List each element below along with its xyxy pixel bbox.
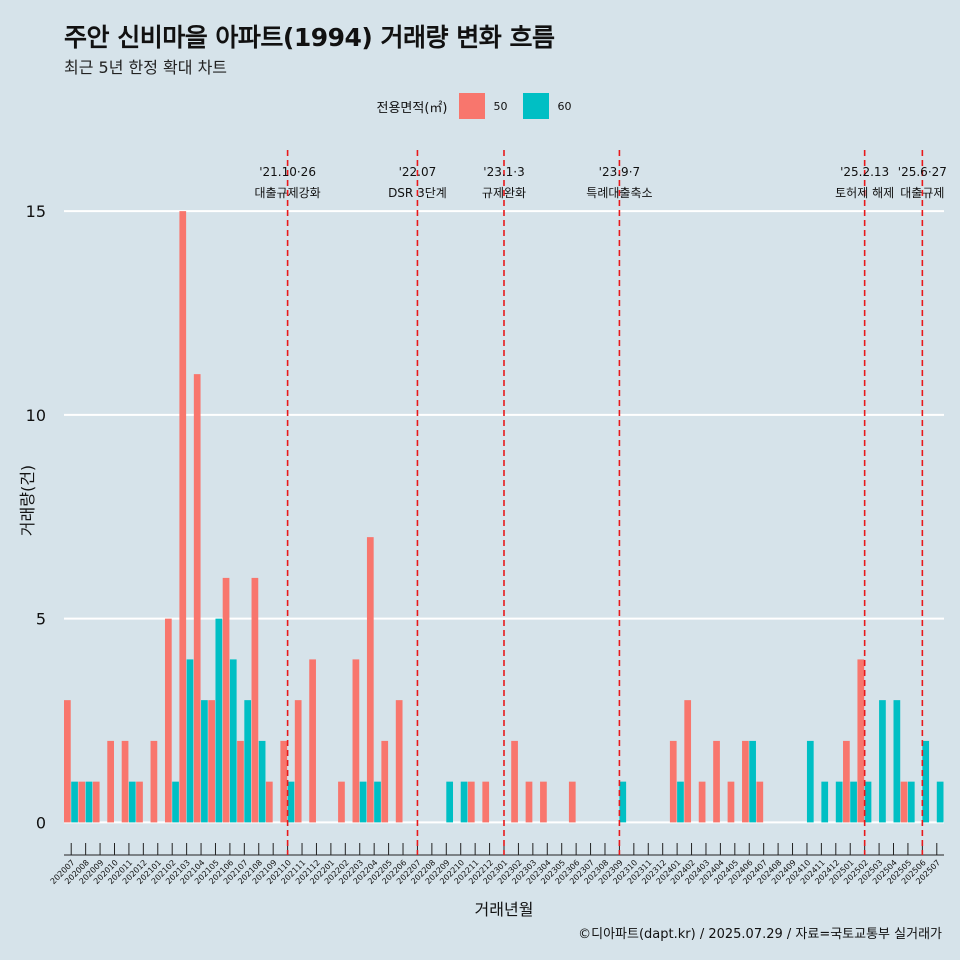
bar-60-202506 bbox=[922, 740, 930, 823]
y-tick-label-10: 10 bbox=[26, 406, 46, 425]
event-label-1: DSR 3단계 bbox=[388, 186, 447, 200]
bar-50-202402 bbox=[684, 700, 692, 823]
bar-50-202205 bbox=[381, 740, 389, 823]
event-label-0: 대출규제강화 bbox=[254, 186, 320, 200]
bar-50-202111 bbox=[294, 700, 302, 823]
bar-50-202203 bbox=[352, 659, 360, 823]
legend-label-50: 50 bbox=[493, 99, 508, 113]
bar-60-202309 bbox=[619, 781, 627, 823]
x-axis-title: 거래년월 bbox=[475, 900, 534, 919]
bar-60-202102 bbox=[172, 781, 179, 823]
y-tick-label-15: 15 bbox=[26, 202, 46, 221]
event-label-3: 특례대출축소 bbox=[586, 186, 652, 200]
bar-50-202505 bbox=[900, 781, 908, 823]
legend-swatch-50 bbox=[459, 93, 486, 119]
bar-60-202008 bbox=[85, 781, 93, 823]
bar-50-202009 bbox=[92, 781, 100, 823]
bar-50-202302 bbox=[511, 740, 518, 823]
bar-60-202110 bbox=[287, 781, 295, 823]
bar-50-202206 bbox=[395, 700, 403, 823]
bar-60-202011 bbox=[128, 781, 136, 823]
bar-50-202108 bbox=[251, 577, 259, 823]
bar-50-202501 bbox=[843, 740, 850, 823]
bar-60-202007 bbox=[71, 781, 78, 823]
bar-50-202211 bbox=[467, 781, 475, 823]
legend-swatch-60 bbox=[523, 93, 550, 119]
event-date-1: '22.07 bbox=[399, 165, 437, 179]
bar-50-202405 bbox=[727, 781, 735, 823]
bar-60-202502 bbox=[864, 781, 872, 823]
bar-60-202106 bbox=[229, 659, 237, 823]
event-date-5: '25.6·27 bbox=[898, 165, 947, 179]
bar-60-202503 bbox=[879, 700, 886, 823]
bar-60-202203 bbox=[359, 781, 367, 823]
bar-60-202501 bbox=[850, 781, 857, 823]
bar-50-202204 bbox=[366, 537, 374, 823]
bar-50-202403 bbox=[698, 781, 706, 823]
bar-50-202202 bbox=[338, 781, 345, 823]
event-date-2: '23.1·3 bbox=[483, 165, 524, 179]
bar-50-202103 bbox=[179, 211, 187, 823]
event-date-0: '21.10·26 bbox=[259, 165, 316, 179]
bar-50-202112 bbox=[309, 659, 316, 823]
event-label-2: 규제완화 bbox=[482, 186, 526, 200]
y-tick-label-5: 5 bbox=[36, 610, 46, 629]
bar-60-202504 bbox=[893, 700, 901, 823]
bar-60-202108 bbox=[258, 740, 266, 823]
chart-title: 주안 신비마을 아파트(1994) 거래량 변화 흐름 bbox=[64, 23, 555, 52]
legend-label-60: 60 bbox=[557, 99, 572, 113]
bar-50-202401 bbox=[669, 740, 677, 823]
bar-50-202109 bbox=[265, 781, 273, 823]
bar-50-202306 bbox=[568, 781, 576, 823]
legend: 전용면적(㎡) 50 60 bbox=[0, 93, 960, 119]
event-label-5: 대출규제 bbox=[900, 186, 944, 200]
y-tick-label-0: 0 bbox=[36, 813, 46, 832]
bar-50-202304 bbox=[540, 781, 547, 823]
bar-50-202502 bbox=[857, 659, 865, 823]
legend-title: 전용면적(㎡) bbox=[376, 100, 448, 116]
bar-50-202106 bbox=[222, 577, 230, 823]
chart-subtitle: 최근 5년 한정 확대 차트 bbox=[64, 58, 228, 77]
bar-50-202105 bbox=[208, 700, 215, 823]
bar-50-202110 bbox=[280, 740, 288, 823]
bar-60-202107 bbox=[244, 700, 252, 823]
bar-60-202103 bbox=[186, 659, 194, 823]
bar-60-202209 bbox=[446, 781, 454, 823]
bar-50-202010 bbox=[107, 740, 114, 823]
bar-60-202210 bbox=[460, 781, 468, 823]
bar-50-202104 bbox=[193, 374, 201, 823]
bar-50-202407 bbox=[756, 781, 764, 823]
bar-60-202507 bbox=[936, 781, 944, 823]
bar-60-202411 bbox=[821, 781, 829, 823]
bar-60-202406 bbox=[749, 740, 756, 823]
bar-50-202012 bbox=[136, 781, 143, 823]
event-date-4: '25.2.13 bbox=[840, 165, 889, 179]
event-date-3: '23.9·7 bbox=[599, 165, 640, 179]
bar-60-202104 bbox=[201, 700, 208, 823]
bar-60-202412 bbox=[835, 781, 843, 823]
bar-50-202107 bbox=[237, 740, 244, 823]
bar-50-202007 bbox=[64, 700, 71, 823]
bar-60-202204 bbox=[374, 781, 381, 823]
bar-50-202303 bbox=[525, 781, 533, 823]
bar-50-202406 bbox=[742, 740, 749, 823]
bar-50-202008 bbox=[78, 781, 86, 823]
bar-60-202105 bbox=[215, 618, 223, 823]
event-label-4: 토허제 해제 bbox=[835, 186, 894, 200]
bar-50-202212 bbox=[482, 781, 490, 823]
bar-50-202011 bbox=[121, 740, 129, 823]
bar-60-202410 bbox=[806, 740, 814, 823]
bar-50-202102 bbox=[164, 618, 172, 823]
bar-60-202401 bbox=[677, 781, 684, 823]
bar-50-202101 bbox=[150, 740, 158, 823]
bar-50-202404 bbox=[713, 740, 720, 823]
bar-60-202505 bbox=[907, 781, 915, 823]
caption: ©디아파트(dapt.kr) / 2025.07.29 / 자료=국토교통부 실… bbox=[578, 927, 942, 942]
y-axis-title: 거래량(건) bbox=[18, 465, 37, 536]
